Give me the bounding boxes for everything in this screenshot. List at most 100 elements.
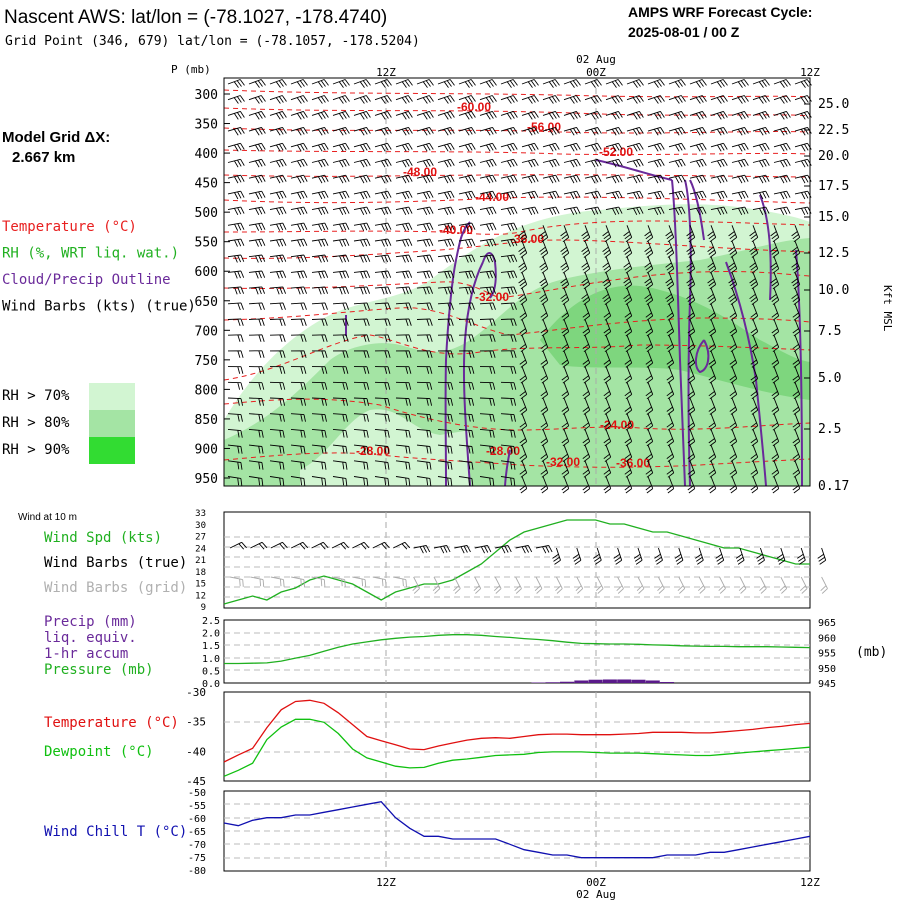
wind-barb (479, 222, 497, 231)
wind-barb (593, 547, 602, 565)
wind-barb (311, 142, 329, 152)
wind-barb (332, 79, 350, 88)
wind-barb (479, 190, 497, 200)
wind-barb (458, 476, 474, 486)
wind-barb (374, 413, 390, 422)
wind-barb (794, 79, 812, 88)
wind-barb (752, 110, 770, 120)
wind-barb (290, 206, 308, 216)
wind-tick-label: 18 (195, 568, 206, 578)
wind-barb (542, 174, 560, 184)
wind-barb (416, 444, 432, 454)
wind-barb (248, 397, 265, 406)
wind-barb (311, 206, 329, 216)
precip-bar (617, 679, 632, 683)
temp-tick-label: -35 (186, 716, 206, 729)
windchill-series-line (223, 800, 811, 859)
wind-barb (560, 240, 570, 258)
wind-barb (731, 158, 749, 168)
wind-barb (416, 366, 433, 374)
wind-barb (820, 576, 828, 594)
wind-barb (613, 547, 623, 565)
wind-barb (689, 79, 707, 88)
wind-barb (563, 79, 581, 88)
wind-barb (250, 541, 268, 550)
wind-barb (749, 272, 759, 290)
wind-barb (728, 272, 738, 290)
wind-barb (413, 544, 431, 554)
wind-barb (248, 254, 266, 263)
wind-barb (479, 318, 496, 327)
wind-barb (665, 287, 675, 305)
wind-barb (353, 413, 369, 422)
wind-barb (458, 350, 475, 358)
cloud-outline-line (684, 179, 692, 487)
wind-barb (458, 334, 475, 342)
wind-barb (647, 206, 665, 216)
wind-barb (715, 547, 725, 565)
wind-barb (616, 576, 624, 594)
pressure-tick-label: 500 (195, 206, 218, 221)
wind-barb (563, 158, 581, 168)
wind-barb (584, 158, 602, 168)
wind-barb (393, 541, 411, 550)
windchill-tick-label: -75 (188, 853, 206, 864)
wind-barb (290, 190, 308, 200)
wind-barb (602, 240, 612, 258)
wind-barb (227, 428, 243, 438)
wind-barb (311, 158, 329, 168)
wind-barb (374, 428, 390, 438)
wind-barb (269, 238, 287, 247)
wind-barb (437, 350, 454, 358)
wind-barb (542, 95, 560, 104)
wind-barb (374, 254, 392, 263)
windchill-tick-label: -70 (188, 840, 206, 851)
wind-barb (515, 544, 533, 554)
wind-barb (227, 110, 245, 120)
wind-barb (479, 142, 497, 152)
wind-barb (500, 110, 518, 120)
wind-barb (668, 79, 686, 88)
wind-barb (374, 302, 391, 311)
wind-barb (290, 381, 307, 390)
profile-axis-ticks: 300 350 400 450 500 550 600 650 700 750 800 850 900 9… (195, 88, 850, 494)
wind-barb (710, 206, 728, 216)
wind-barb (374, 95, 392, 104)
wind-barb (395, 444, 411, 454)
temperature-contour (223, 149, 811, 156)
wind-barb (458, 254, 476, 263)
wind-barb (248, 334, 265, 342)
wind-barb (647, 110, 665, 120)
rh-legend-label: RH > 90% (2, 442, 70, 458)
wind-barb (269, 350, 286, 358)
wind-barb (416, 126, 434, 136)
wind-barb (290, 286, 308, 295)
wind-barb (794, 158, 812, 168)
windchill-tick-label: -65 (188, 827, 206, 838)
wind-barb (710, 174, 728, 184)
wind-barb (227, 444, 243, 454)
wind-barb (458, 110, 476, 120)
wind-barb (731, 174, 749, 184)
wind-barb (416, 270, 434, 279)
wind-barb (374, 334, 391, 342)
wind-barb (248, 428, 264, 438)
wind-barb (437, 142, 455, 152)
wind-barb (707, 272, 717, 290)
wind-barb (752, 126, 770, 136)
wind-barb (227, 286, 245, 295)
precip-tick-label: 0.0 (202, 679, 220, 690)
wind-barb (416, 397, 433, 406)
wind-tick-label: 9 (201, 603, 206, 613)
wind-barb (353, 110, 371, 120)
height-tick-label: 2.5 (818, 422, 841, 437)
wind-barb (227, 318, 244, 327)
wind-barb (332, 460, 348, 470)
wind-barb (437, 95, 455, 104)
wind-barb (248, 318, 265, 327)
wind-barb (395, 79, 413, 88)
wind-barb (458, 95, 476, 104)
wind-barb (372, 541, 390, 550)
wind-barb (773, 158, 791, 168)
wind-barb (479, 334, 496, 342)
